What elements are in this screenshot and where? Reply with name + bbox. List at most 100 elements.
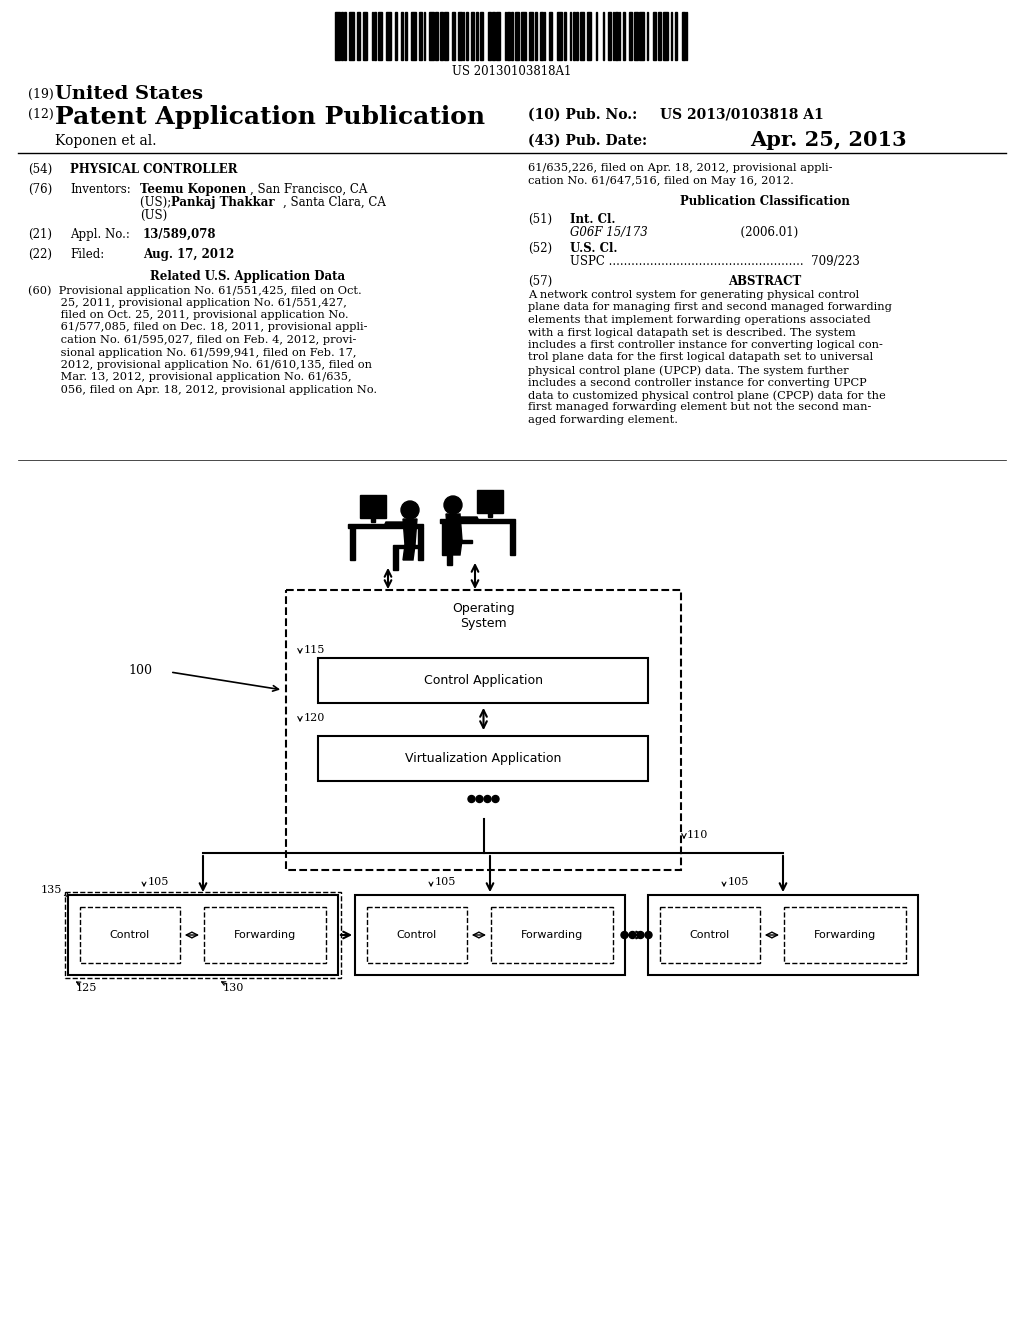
Bar: [356, 12, 360, 59]
Text: Filed:: Filed:: [70, 248, 104, 261]
Text: Publication Classification: Publication Classification: [680, 195, 850, 209]
Bar: [588, 12, 591, 59]
Text: (57): (57): [528, 275, 552, 288]
Bar: [476, 12, 478, 59]
Bar: [411, 12, 416, 59]
Circle shape: [637, 932, 644, 939]
Bar: [404, 12, 408, 59]
Text: Forwarding: Forwarding: [233, 931, 296, 940]
Bar: [660, 907, 760, 964]
Bar: [508, 12, 510, 59]
Text: (76): (76): [28, 183, 52, 195]
Text: US 2013/0103818 A1: US 2013/0103818 A1: [660, 108, 823, 121]
Text: (51): (51): [528, 213, 552, 226]
Bar: [490, 907, 613, 964]
Bar: [634, 12, 638, 59]
Bar: [458, 12, 462, 59]
Text: U.S. Cl.: U.S. Cl.: [570, 242, 617, 255]
Bar: [515, 12, 519, 59]
Polygon shape: [384, 521, 406, 525]
Text: trol plane data for the first logical datapath set to universal: trol plane data for the first logical da…: [528, 352, 873, 363]
Bar: [286, 590, 681, 870]
Bar: [784, 907, 906, 964]
Bar: [511, 12, 512, 59]
Text: Int. Cl.: Int. Cl.: [570, 213, 615, 226]
Polygon shape: [447, 540, 472, 543]
Circle shape: [476, 796, 483, 803]
Bar: [682, 12, 685, 59]
Text: Control: Control: [690, 931, 730, 940]
Bar: [653, 12, 655, 59]
Text: , San Francisco, CA: , San Francisco, CA: [250, 183, 368, 195]
Bar: [80, 907, 180, 964]
Circle shape: [401, 502, 419, 519]
Text: (60)  Provisional application No. 61/551,425, filed on Oct.: (60) Provisional application No. 61/551,…: [28, 285, 361, 296]
Bar: [471, 12, 474, 59]
Bar: [318, 657, 648, 704]
Text: 61/635,226, filed on Apr. 18, 2012, provisional appli-: 61/635,226, filed on Apr. 18, 2012, prov…: [528, 162, 833, 173]
Bar: [602, 12, 604, 59]
Text: 61/577,085, filed on Dec. 18, 2011, provisional appli-: 61/577,085, filed on Dec. 18, 2011, prov…: [28, 322, 368, 333]
Text: G06F 15/173: G06F 15/173: [570, 226, 648, 239]
Text: Control: Control: [397, 931, 437, 940]
Text: US 20130103818A1: US 20130103818A1: [453, 65, 571, 78]
Text: sional application No. 61/599,941, filed on Feb. 17,: sional application No. 61/599,941, filed…: [28, 347, 356, 358]
Bar: [341, 12, 343, 59]
Bar: [204, 907, 326, 964]
Bar: [658, 12, 660, 59]
Text: ABSTRACT: ABSTRACT: [728, 275, 802, 288]
Bar: [372, 12, 373, 59]
Text: (22): (22): [28, 248, 52, 261]
Circle shape: [444, 496, 462, 513]
Text: Teemu Koponen: Teemu Koponen: [140, 183, 246, 195]
Text: United States: United States: [55, 84, 203, 103]
Bar: [529, 12, 532, 59]
Bar: [386, 12, 391, 59]
Bar: [615, 12, 617, 59]
Polygon shape: [348, 524, 423, 528]
Text: data to customized physical control plane (CPCP) data for the: data to customized physical control plan…: [528, 389, 886, 400]
Text: Apr. 25, 2013: Apr. 25, 2013: [750, 129, 906, 150]
Bar: [318, 737, 648, 781]
Polygon shape: [440, 519, 515, 523]
Text: 2012, provisional application No. 61/610,135, filed on: 2012, provisional application No. 61/610…: [28, 360, 372, 370]
Bar: [549, 12, 552, 59]
Bar: [612, 12, 614, 59]
Bar: [65, 892, 341, 978]
Polygon shape: [488, 513, 492, 517]
Bar: [444, 12, 447, 59]
Text: 25, 2011, provisional application No. 61/551,427,: 25, 2011, provisional application No. 61…: [28, 297, 347, 308]
Text: filed on Oct. 25, 2011, provisional application No.: filed on Oct. 25, 2011, provisional appl…: [28, 310, 348, 319]
Bar: [575, 12, 579, 59]
Bar: [493, 12, 495, 59]
Text: aged forwarding element.: aged forwarding element.: [528, 414, 678, 425]
Bar: [505, 12, 506, 59]
Polygon shape: [393, 545, 418, 548]
Text: cation No. 61/595,027, filed on Feb. 4, 2012, provi-: cation No. 61/595,027, filed on Feb. 4, …: [28, 335, 356, 345]
Text: 135: 135: [41, 884, 62, 895]
Text: Aug. 17, 2012: Aug. 17, 2012: [143, 248, 234, 261]
Text: first managed forwarding element but not the second man-: first managed forwarding element but not…: [528, 403, 871, 412]
Bar: [536, 12, 537, 59]
Circle shape: [492, 796, 499, 803]
Polygon shape: [360, 495, 386, 517]
Bar: [367, 907, 467, 964]
Polygon shape: [371, 517, 375, 521]
Bar: [569, 12, 570, 59]
Text: includes a first controller instance for converting logical con-: includes a first controller instance for…: [528, 341, 883, 350]
Text: 110: 110: [687, 830, 709, 840]
Text: PHYSICAL CONTROLLER: PHYSICAL CONTROLLER: [70, 162, 238, 176]
Bar: [686, 12, 687, 59]
Circle shape: [621, 932, 628, 939]
Circle shape: [629, 932, 636, 939]
Bar: [378, 12, 382, 59]
Bar: [479, 12, 483, 59]
Bar: [452, 12, 456, 59]
Bar: [440, 12, 442, 59]
Text: (2006.01): (2006.01): [703, 226, 799, 239]
Bar: [544, 12, 546, 59]
Text: (52): (52): [528, 242, 552, 255]
Bar: [521, 12, 526, 59]
Bar: [424, 12, 425, 59]
Text: Control: Control: [110, 931, 151, 940]
